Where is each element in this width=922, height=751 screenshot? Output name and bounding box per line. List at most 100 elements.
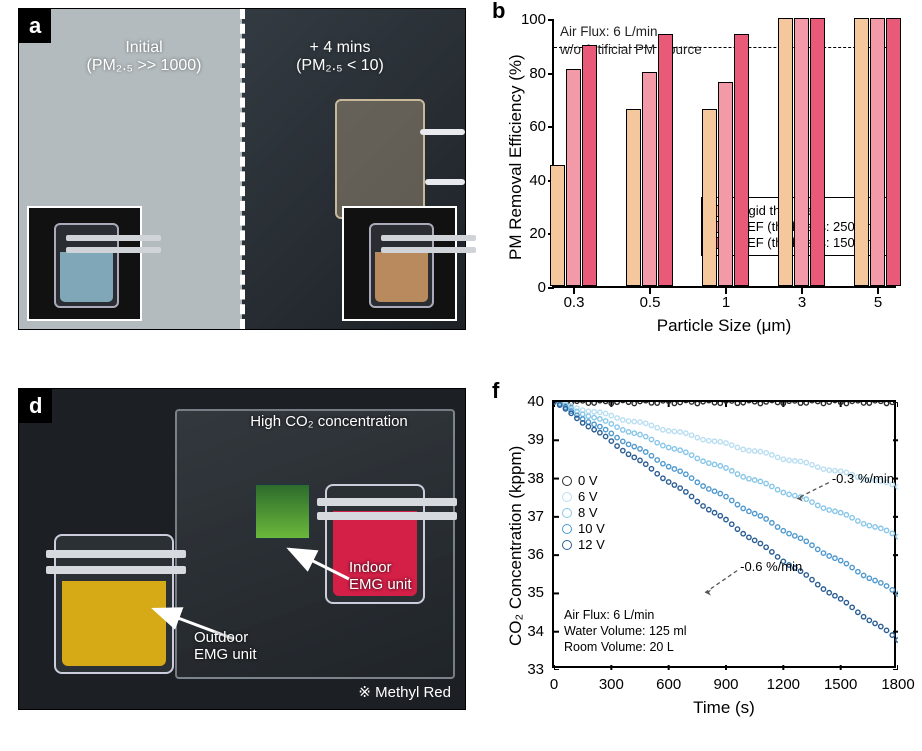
panel-f-marker <box>781 529 785 533</box>
xtick-mark <box>725 288 727 294</box>
panel-f-marker <box>896 638 898 642</box>
panel-f-marker <box>833 402 837 403</box>
panel-f-marker <box>890 633 894 637</box>
panel-f-marker <box>603 419 607 423</box>
panel-f-marker <box>649 467 653 471</box>
panel-f-marker <box>638 432 642 436</box>
panel-f-marker <box>626 452 630 456</box>
arrow-indoor <box>274 544 354 584</box>
panel-f-marker <box>724 466 728 470</box>
panel-f-marker <box>741 506 745 510</box>
panel-f-marker <box>603 434 607 438</box>
figure-grid: a Initial (PM₂.₅ >> 1000) + 4 mins (PM₂.… <box>0 0 922 751</box>
panel-f-marker <box>838 597 842 601</box>
panel-f-marker <box>735 472 739 476</box>
panel-b-xtick: 5 <box>854 294 902 311</box>
panel-f-marker <box>598 402 602 403</box>
panel-f-marker <box>649 423 653 427</box>
panel-a-right-label: + 4 mins (PM₂.₅ < 10) <box>265 39 415 75</box>
panel-b-bar <box>734 34 749 286</box>
panel-f-marker <box>890 402 894 405</box>
panel-f-marker <box>798 536 802 540</box>
panel-f-marker <box>615 425 619 429</box>
panel-f-marker <box>810 402 814 403</box>
panel-f-marker <box>684 431 688 435</box>
panel-b-plot-area: Air Flux: 6 L/min w/o Artificial PM Sour… <box>552 20 896 288</box>
panel-f-ytick: 40 <box>504 393 544 410</box>
panel-f-marker <box>747 477 751 481</box>
panel-b-bar <box>718 82 733 286</box>
panel-d-pcb <box>255 484 310 539</box>
panel-f-marker <box>592 410 596 414</box>
panel-f-marker <box>752 478 756 482</box>
panel-f-marker <box>810 463 814 467</box>
panel-f-marker <box>856 610 860 614</box>
panel-f-marker <box>672 483 676 487</box>
panel-f-marker <box>850 516 854 520</box>
panel-a-photo: a Initial (PM₂.₅ >> 1000) + 4 mins (PM₂.… <box>18 8 466 330</box>
panel-f-marker <box>684 472 688 476</box>
panel-f-marker <box>770 484 774 488</box>
panel-f-marker <box>884 584 888 588</box>
panel-b-bar <box>702 109 717 286</box>
panel-f-marker <box>718 514 722 518</box>
panel-f-marker <box>621 448 625 452</box>
panel-f-marker <box>615 402 619 404</box>
panel-f-marker <box>730 402 734 403</box>
panel-f-marker <box>718 491 722 495</box>
panel-a-divider-dashed <box>240 9 245 329</box>
panel-f-marker <box>661 428 665 432</box>
panel-f-marker <box>798 459 802 463</box>
panel-f-marker <box>741 475 745 479</box>
panel-f-marker <box>741 531 745 535</box>
legend-row: 0 V <box>562 473 605 488</box>
panel-f-marker <box>741 402 745 405</box>
ytick-mark <box>548 126 554 128</box>
panel-f-marker <box>626 442 630 446</box>
panel-b-bar <box>550 165 565 286</box>
panel-f-marker <box>644 421 648 425</box>
panel-f-marker <box>821 402 825 406</box>
legend-marker <box>562 492 572 502</box>
panel-b-ytick: 60 <box>506 118 546 135</box>
panel-f-marker <box>816 582 820 586</box>
panel-f-marker <box>867 576 871 580</box>
panel-f-marker <box>764 545 768 549</box>
panel-f-marker <box>615 416 619 420</box>
panel-f-marker <box>649 454 653 458</box>
panel-f-marker <box>730 522 734 526</box>
panel-d-footnote: ※ Methyl Red <box>358 683 451 701</box>
panel-f-marker <box>666 480 670 484</box>
panel-f-marker <box>890 531 894 535</box>
panel-f-marker <box>712 402 716 405</box>
panel-f-marker <box>672 467 676 471</box>
panel-f-marker <box>586 409 590 413</box>
panel-f-marker <box>861 522 865 526</box>
panel-f-anno1: -0.3 %/min <box>832 471 894 486</box>
panel-f-note1: Air Flux: 6 L/min <box>564 608 654 622</box>
panel-f-marker <box>758 479 762 483</box>
panel-b-bar <box>566 69 581 286</box>
panel-b-bar <box>810 18 825 286</box>
panel-f-marker <box>621 418 625 422</box>
panel-f-marker <box>621 402 625 403</box>
panel-f-xtick: 1200 <box>759 676 807 693</box>
panel-f-marker <box>678 448 682 452</box>
legend-marker <box>562 508 572 518</box>
panel-f-marker <box>873 402 877 403</box>
panel-b-ytick: 100 <box>506 11 546 28</box>
panel-f-marker <box>695 402 699 406</box>
panel-f-marker <box>678 486 682 490</box>
panel-f-marker <box>793 493 797 497</box>
panel-d-letter: d <box>19 389 52 423</box>
panel-f-marker <box>827 508 831 512</box>
panel-f-marker <box>575 402 579 403</box>
panel-f-marker <box>758 541 762 545</box>
panel-f-xtick: 300 <box>587 676 635 693</box>
panel-f-marker <box>609 431 613 435</box>
panel-f-marker <box>821 506 825 510</box>
panel-f-anno2: -0.6 %/min <box>740 559 802 574</box>
panel-f-marker <box>684 450 688 454</box>
panel-f-marker <box>821 467 825 471</box>
legend-label: 6 V <box>578 489 598 504</box>
